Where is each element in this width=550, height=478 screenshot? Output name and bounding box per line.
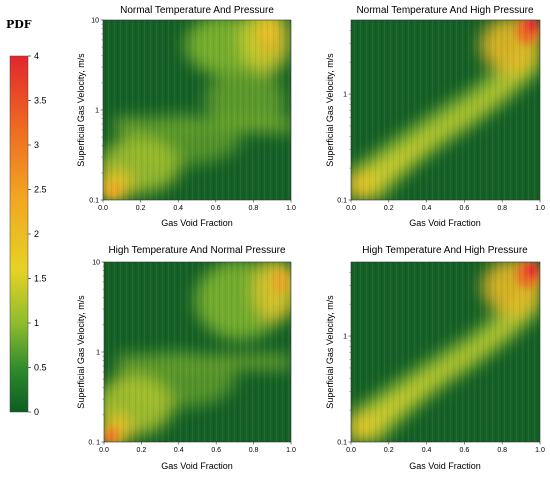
heatmap-density xyxy=(351,20,540,200)
y-tick-label: 10 xyxy=(92,260,100,267)
x-tick-label: 0.0 xyxy=(98,205,108,212)
x-tick-label: 0.6 xyxy=(460,447,470,454)
x-axis-label: Gas Void Fraction xyxy=(161,461,233,471)
x-tick-label: 0.8 xyxy=(249,447,259,454)
y-tick-label: 1 xyxy=(343,334,347,341)
x-tick-label: 0.4 xyxy=(422,205,432,212)
heatmap-density xyxy=(103,20,291,200)
heatmap-density xyxy=(104,262,291,442)
colorbar-tick-label: 1.5 xyxy=(34,274,47,284)
y-tick-label: 10 xyxy=(91,18,99,25)
x-tick-label: 0.8 xyxy=(249,205,259,212)
x-tick-label: 0.0 xyxy=(346,205,356,212)
x-tick-label: 0.0 xyxy=(346,447,356,454)
x-tick-label: 1.0 xyxy=(535,447,545,454)
y-tick-label: 0.1 xyxy=(89,198,99,205)
plot-frame xyxy=(350,261,541,443)
heatmap-density xyxy=(351,262,540,442)
x-axis-label: Gas Void Fraction xyxy=(161,218,233,228)
y-tick-label: 1 xyxy=(343,92,347,99)
colorbar-tick-label: 2 xyxy=(34,229,39,239)
colorbar: PDF 0 0.5 1 1.5 2 2.5 3 3.5 4 xyxy=(6,18,47,417)
x-tick-label: 0.4 xyxy=(422,447,432,454)
x-tick-label: 0.2 xyxy=(384,447,394,454)
x-tick-label: 0.6 xyxy=(460,205,470,212)
colorbar-tick-label: 2.5 xyxy=(34,185,47,195)
panel-title: High Temperature And High Pressure xyxy=(362,245,528,256)
colorbar-gradient xyxy=(9,55,29,413)
panel-high-temperature-high-pressure: High Temperature And High Pressure 0.0 0.… xyxy=(325,245,545,471)
colorbar-tick-label: 0 xyxy=(34,407,39,417)
y-axis-label: Superficial Gas Velocity, m/s xyxy=(325,53,335,167)
panel-normal-temperature-normal-pressure: Normal Temperature And Pressure 0.0 0.2 0.… xyxy=(76,5,296,228)
colorbar-tick-label: 1 xyxy=(34,318,39,328)
colorbar-tick-label: 3.5 xyxy=(34,96,47,106)
x-tick-label: 0.8 xyxy=(497,447,507,454)
y-tick-label: 1 xyxy=(95,108,99,115)
colorbar-label: PDF xyxy=(6,18,32,31)
x-tick-label: 0.0 xyxy=(99,447,109,454)
x-tick-label: 1.0 xyxy=(286,205,296,212)
axis-ticks: 0.0 0.2 0.4 0.6 0.8 1.0 0.1 1 xyxy=(337,30,545,212)
panel-title: Normal Temperature And High Pressure xyxy=(356,5,534,16)
y-tick-label: 0.1 xyxy=(337,198,347,205)
x-axis-label: Gas Void Fraction xyxy=(409,461,481,471)
y-tick-label: 0. 1 xyxy=(88,440,100,447)
colorbar-tick-label: 3 xyxy=(34,140,39,150)
x-tick-label: 0.2 xyxy=(136,205,146,212)
axis-ticks: 0.0 0.2 0.4 0.6 0.8 1.0 0. 1 1 10 xyxy=(88,260,296,455)
panel-title: Normal Temperature And Pressure xyxy=(120,5,274,16)
axis-ticks: 0.0 0.2 0.4 0.6 0.8 1.0 0.1 1 xyxy=(337,272,545,454)
plot-frame xyxy=(350,19,541,201)
colorbar-tick-label: 4 xyxy=(34,51,39,61)
y-tick-label: 1 xyxy=(96,350,100,357)
x-tick-label: 1.0 xyxy=(535,205,545,212)
panel-normal-temperature-high-pressure: Normal Temperature And High Pressure 0.0… xyxy=(325,5,545,228)
panel-high-temperature-normal-pressure: High Temperature And Normal Pressure 0.0… xyxy=(76,245,296,471)
y-axis-label: Superficial Gas Velocity, m/s xyxy=(76,53,86,167)
x-axis-label: Gas Void Fraction xyxy=(409,218,481,228)
colorbar-tick-label: 0.5 xyxy=(34,363,47,373)
y-axis-label: Superficial Gas Velocity, m/s xyxy=(325,295,335,409)
x-tick-label: 1.0 xyxy=(286,447,296,454)
x-tick-label: 0.6 xyxy=(211,447,221,454)
x-tick-label: 0.4 xyxy=(173,205,183,212)
panel-title: High Temperature And Normal Pressure xyxy=(108,245,286,256)
y-axis-label: Superficial Gas Velocity, m/s xyxy=(76,295,86,409)
colorbar-ticks: 0 0.5 1 1.5 2 2.5 3 3.5 4 xyxy=(28,51,47,417)
x-tick-label: 0.2 xyxy=(137,447,147,454)
x-tick-label: 0.8 xyxy=(497,205,507,212)
x-tick-label: 0.2 xyxy=(384,205,394,212)
x-tick-label: 0.4 xyxy=(174,447,184,454)
x-tick-label: 0.6 xyxy=(211,205,221,212)
axis-ticks: 0.0 0.2 0.4 0.6 0.8 1.0 0.1 1 10 xyxy=(89,18,296,213)
y-tick-label: 0.1 xyxy=(337,440,347,447)
